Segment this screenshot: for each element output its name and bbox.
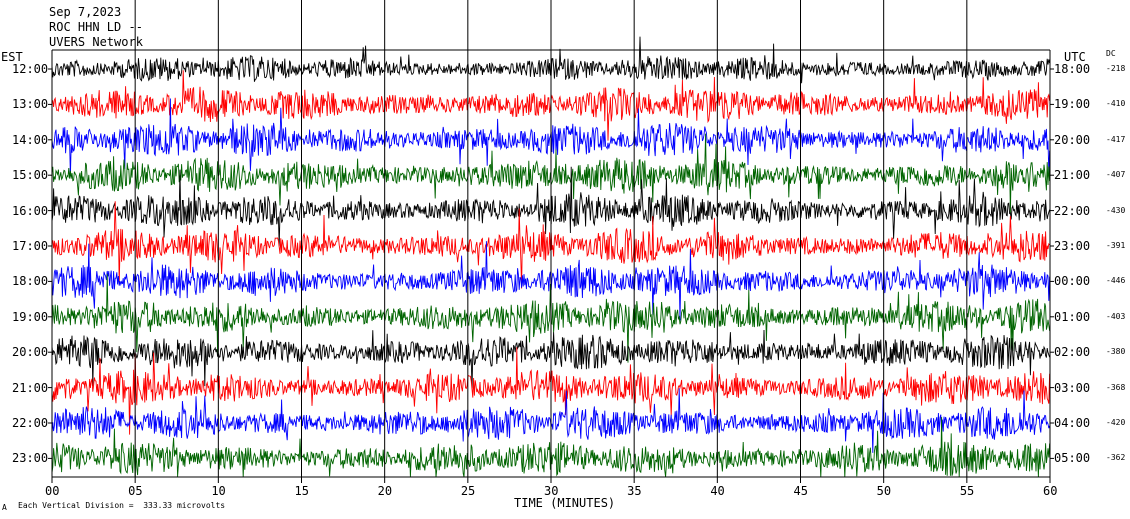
dc-offset-value: -430 bbox=[1106, 205, 1126, 215]
x-axis-title: TIME (MINUTES) bbox=[514, 496, 616, 510]
dc-offset-value: -368 bbox=[1106, 382, 1126, 392]
corner-mark: A bbox=[2, 503, 7, 512]
x-tick-label: 10 bbox=[211, 484, 226, 498]
dc-offset-value: -403 bbox=[1106, 311, 1126, 321]
est-time-label: 14:00 bbox=[12, 132, 49, 147]
x-tick-label: 00 bbox=[45, 484, 60, 498]
x-tick-label: 50 bbox=[876, 484, 892, 498]
est-time-label: 12:00 bbox=[12, 62, 49, 76]
utc-time-label: 04:00 bbox=[1054, 416, 1091, 430]
dc-offset-value: -218 bbox=[1106, 64, 1126, 73]
utc-time-label: 20:00 bbox=[1054, 132, 1091, 147]
est-axis-label: EST bbox=[1, 50, 23, 64]
utc-time-label: 18:00 bbox=[1054, 62, 1091, 76]
dc-column-label: DC bbox=[1106, 49, 1116, 58]
x-tick-label: 25 bbox=[460, 484, 476, 498]
x-tick-label: 35 bbox=[627, 484, 642, 498]
x-tick-label: 40 bbox=[710, 484, 725, 498]
x-tick-label: 55 bbox=[959, 484, 975, 498]
est-time-label: 20:00 bbox=[12, 345, 49, 360]
utc-time-label: 01:00 bbox=[1054, 309, 1091, 324]
x-tick-label: 15 bbox=[294, 484, 309, 498]
x-tick-label: 45 bbox=[793, 484, 808, 498]
est-time-label: 19:00 bbox=[12, 309, 49, 324]
x-tick-label: 05 bbox=[128, 484, 143, 498]
utc-time-label: 22:00 bbox=[1054, 203, 1091, 218]
utc-time-label: 03:00 bbox=[1054, 380, 1091, 395]
dc-offset-value: -362 bbox=[1106, 453, 1126, 463]
x-tick-layer bbox=[48, 0, 1054, 483]
est-time-label: 21:00 bbox=[12, 380, 49, 395]
dc-offset-value: -380 bbox=[1106, 347, 1126, 357]
est-time-label: 16:00 bbox=[12, 203, 49, 218]
est-time-label: 18:00 bbox=[12, 274, 49, 289]
est-time-label: 17:00 bbox=[12, 239, 49, 253]
utc-time-label: 23:00 bbox=[1054, 239, 1091, 253]
est-time-label: 15:00 bbox=[12, 168, 49, 183]
dc-offset-value: -391 bbox=[1106, 241, 1126, 250]
est-time-label: 22:00 bbox=[12, 416, 49, 430]
est-time-label: 13:00 bbox=[12, 97, 49, 112]
vertical-division-note: Each Vertical Division = 333.33 microvol… bbox=[18, 501, 226, 510]
utc-time-label: 05:00 bbox=[1054, 451, 1091, 466]
utc-time-label: 19:00 bbox=[1054, 97, 1091, 112]
station-code: ROC HHN LD -- bbox=[49, 20, 143, 34]
dc-offset-value: -420 bbox=[1106, 418, 1126, 427]
x-tick-label: 20 bbox=[377, 484, 393, 498]
dc-offset-value: -410 bbox=[1106, 99, 1126, 109]
dc-offset-value: -407 bbox=[1106, 170, 1126, 180]
utc-time-label: 02:00 bbox=[1054, 345, 1091, 360]
dc-offset-value: -446 bbox=[1106, 276, 1126, 286]
x-tick-label: 60 bbox=[1043, 484, 1058, 498]
est-time-label: 23:00 bbox=[12, 451, 49, 466]
network-name: UVERS Network bbox=[49, 35, 143, 49]
utc-time-label: 00:00 bbox=[1054, 274, 1091, 289]
plot-date: Sep 7,2023 bbox=[49, 5, 122, 19]
dc-offset-value: -417 bbox=[1106, 134, 1126, 144]
x-tick-label: 30 bbox=[544, 484, 559, 498]
utc-time-label: 21:00 bbox=[1054, 168, 1091, 183]
utc-axis-label: UTC bbox=[1064, 50, 1086, 64]
